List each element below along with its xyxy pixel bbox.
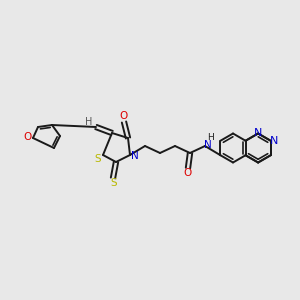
Text: N: N — [269, 136, 278, 146]
Text: O: O — [119, 111, 127, 121]
Text: N: N — [131, 151, 139, 161]
Text: O: O — [24, 132, 32, 142]
Text: H: H — [207, 134, 213, 142]
Text: N: N — [204, 140, 212, 150]
Text: S: S — [95, 154, 101, 164]
Text: H: H — [85, 117, 93, 127]
Text: S: S — [111, 178, 117, 188]
Text: O: O — [183, 168, 191, 178]
Text: N: N — [254, 128, 262, 139]
